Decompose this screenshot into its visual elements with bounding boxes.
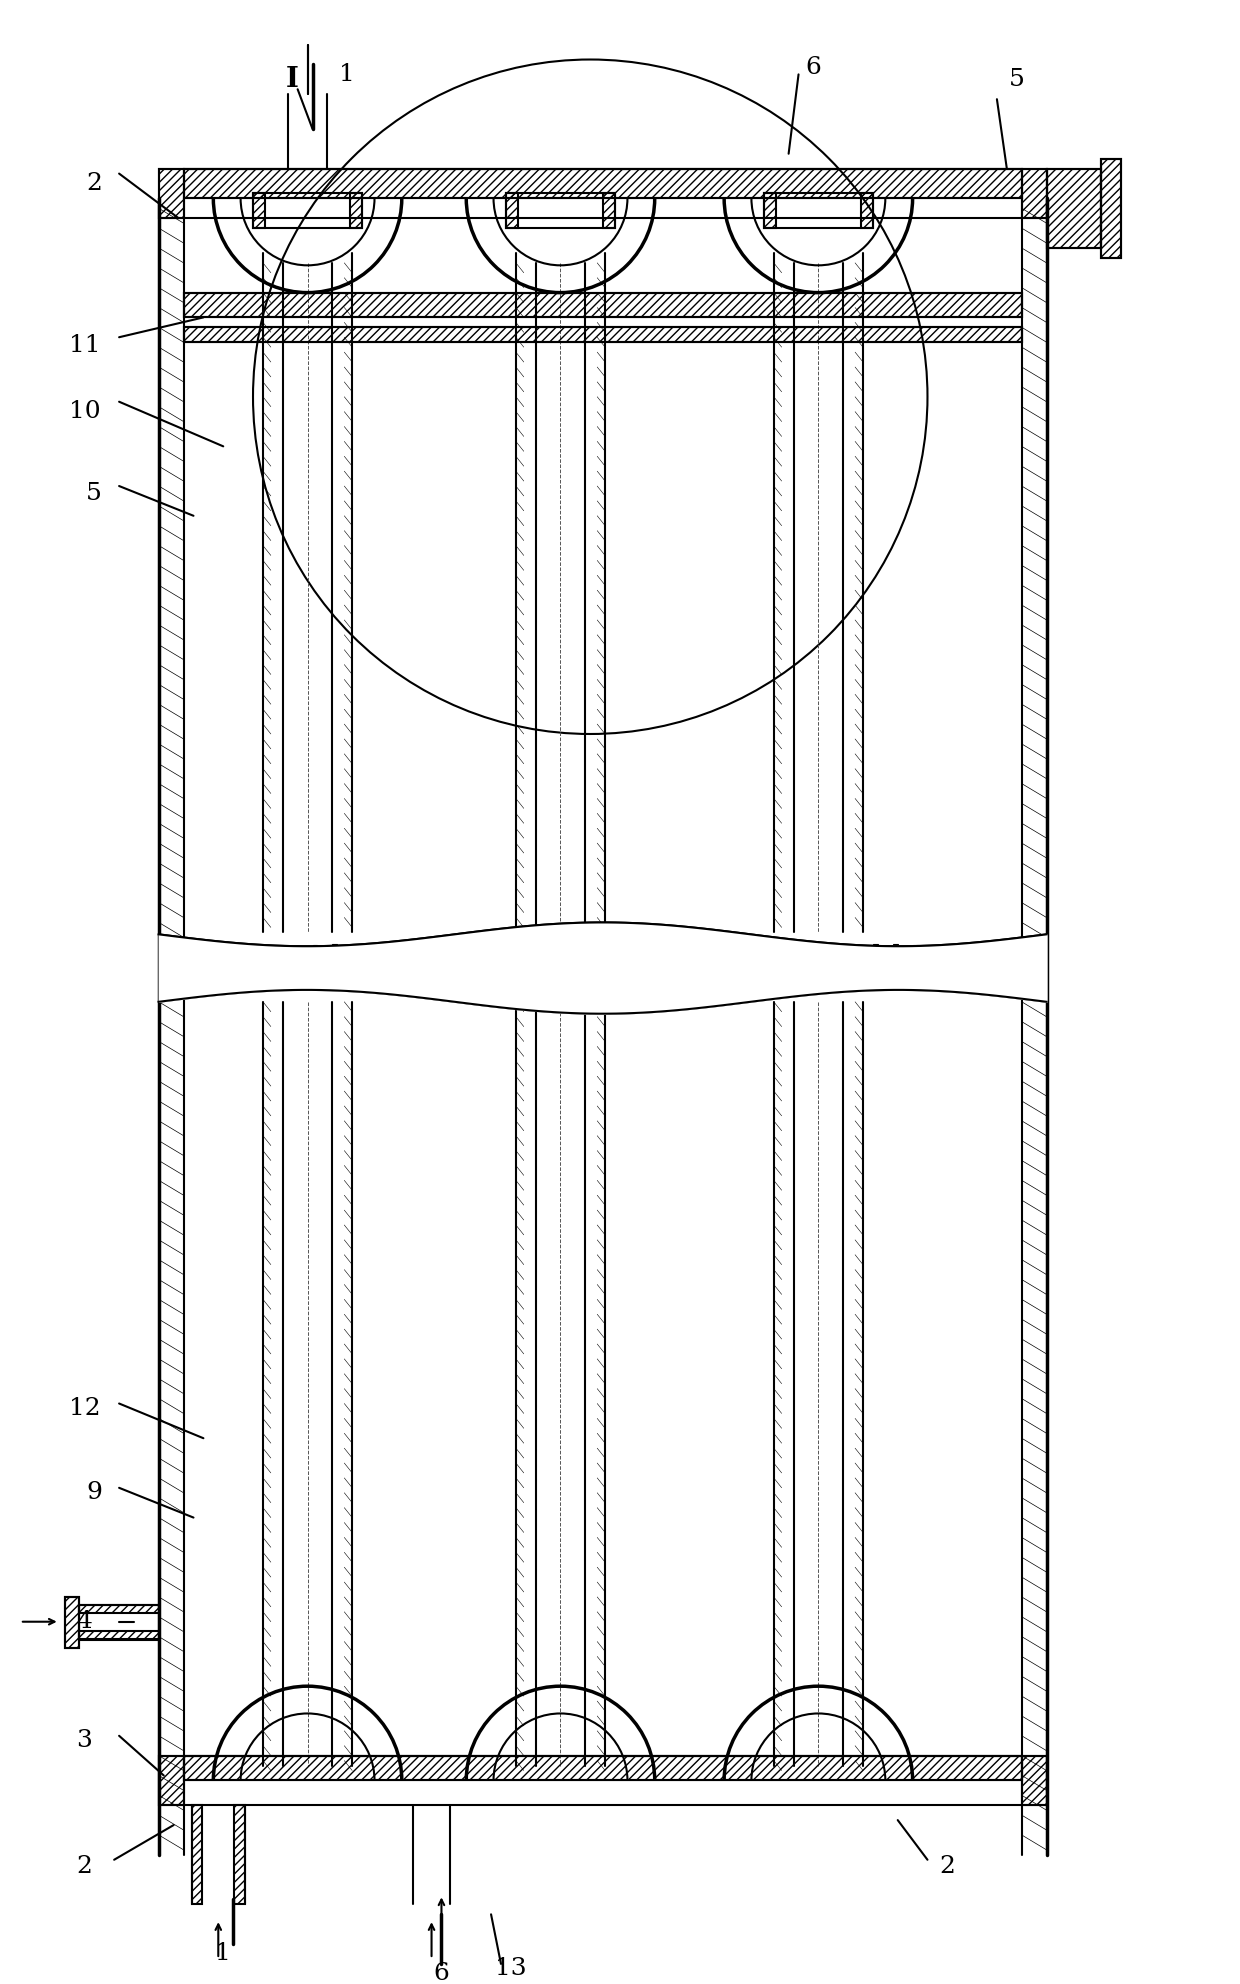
Text: 5: 5 xyxy=(1009,67,1024,91)
Text: 5: 5 xyxy=(87,482,102,506)
Bar xyxy=(253,192,362,228)
Bar xyxy=(64,1597,79,1647)
Bar xyxy=(350,192,362,228)
Text: 6: 6 xyxy=(434,1962,449,1984)
Bar xyxy=(506,192,615,228)
Bar xyxy=(603,192,615,228)
Text: 11: 11 xyxy=(68,333,100,357)
Bar xyxy=(159,169,1047,218)
Bar xyxy=(1022,1756,1047,1805)
Bar xyxy=(253,192,265,228)
Bar xyxy=(191,1805,202,1905)
Bar xyxy=(79,1605,159,1639)
Text: 10: 10 xyxy=(68,401,100,423)
Bar xyxy=(184,169,1022,198)
Text: 13: 13 xyxy=(495,1958,527,1980)
Bar xyxy=(861,192,873,228)
Text: 2: 2 xyxy=(87,173,102,194)
Bar xyxy=(234,1805,246,1905)
Bar xyxy=(1047,169,1101,248)
Bar xyxy=(64,1597,79,1647)
Text: 2: 2 xyxy=(77,1855,92,1879)
Text: 6: 6 xyxy=(806,56,821,79)
Bar xyxy=(184,292,1022,317)
Text: 4: 4 xyxy=(77,1611,92,1633)
Bar xyxy=(159,1756,1047,1805)
Bar xyxy=(506,192,518,228)
Text: 1: 1 xyxy=(340,63,355,85)
Bar xyxy=(764,192,776,228)
Text: I: I xyxy=(286,65,299,93)
Bar xyxy=(184,292,1022,317)
Text: 12: 12 xyxy=(68,1397,100,1421)
Bar xyxy=(1101,159,1121,258)
Bar xyxy=(1047,169,1101,248)
Text: 2: 2 xyxy=(940,1855,955,1879)
Bar xyxy=(184,327,1022,341)
Bar xyxy=(184,327,1022,341)
Bar xyxy=(159,169,184,218)
Bar xyxy=(79,1605,159,1613)
Bar xyxy=(184,1756,1022,1780)
Bar xyxy=(184,1756,1022,1780)
Text: 3: 3 xyxy=(77,1730,92,1752)
Bar xyxy=(1101,159,1121,258)
Bar xyxy=(159,1756,184,1805)
Text: 9: 9 xyxy=(87,1482,102,1504)
Bar xyxy=(764,192,873,228)
Bar xyxy=(1022,169,1047,218)
Bar xyxy=(79,1631,159,1639)
Bar xyxy=(184,169,1022,198)
Text: 1: 1 xyxy=(216,1942,231,1966)
